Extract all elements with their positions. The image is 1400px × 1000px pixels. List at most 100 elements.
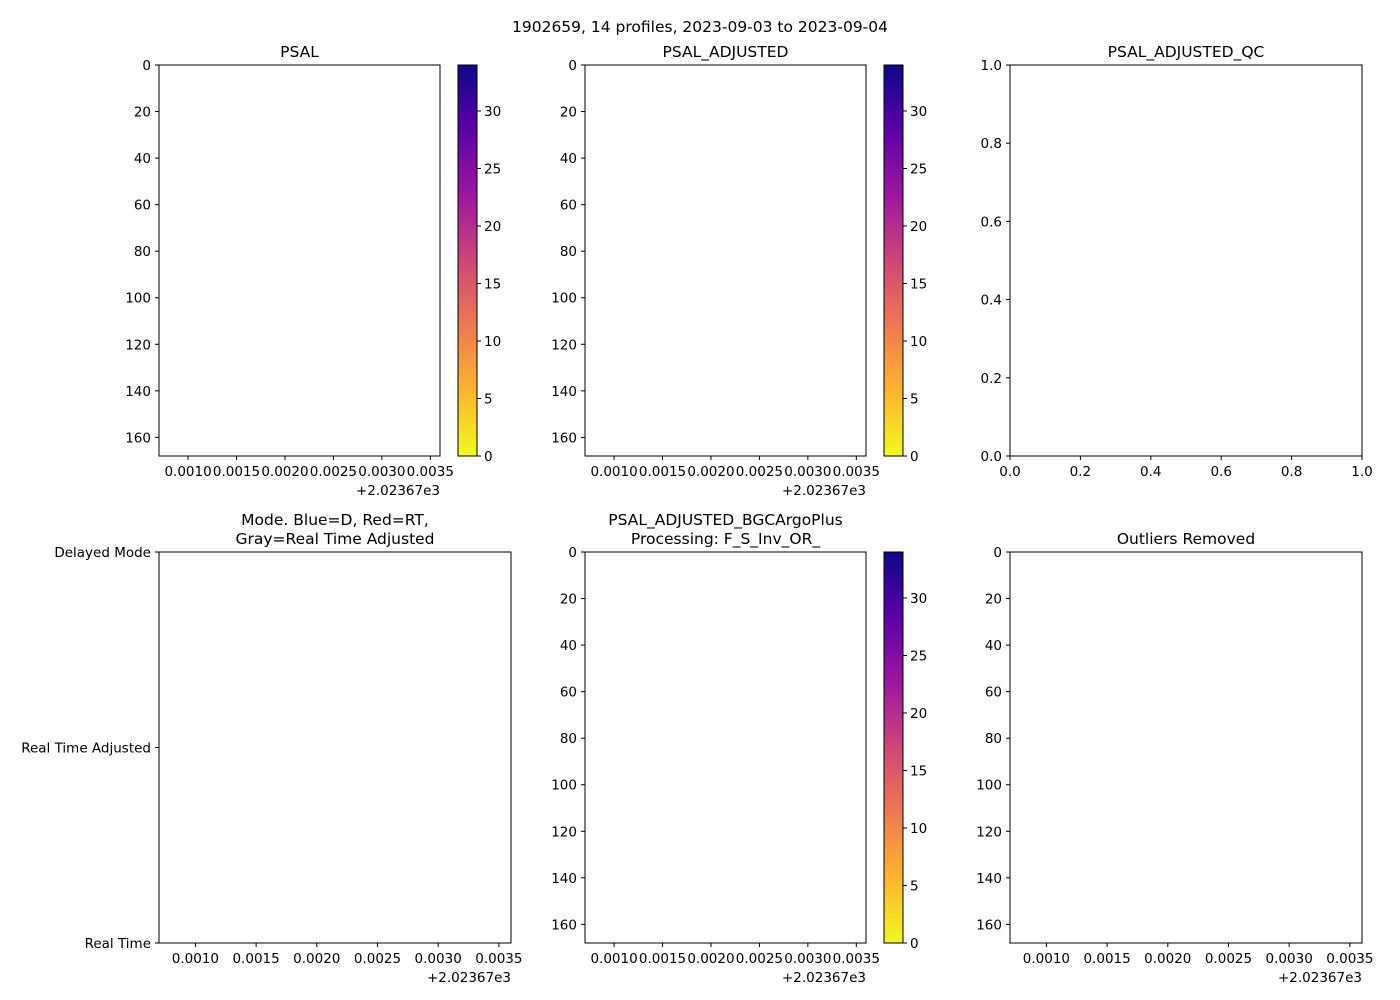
colorbar-tick-label: 25 (910, 162, 927, 178)
panel-mode: Mode. Blue=D, Red=RT,Gray=Real Time Adju… (21, 511, 522, 986)
colorbar-tick-label: 0 (910, 936, 919, 952)
colorbar-tick-label: 5 (484, 392, 493, 408)
panel-title: Outliers Removed (1117, 530, 1255, 548)
panel-title-line2: Gray=Real Time Adjusted (235, 530, 434, 548)
y-tick-label: 60 (134, 198, 151, 214)
x-tick-label: 0.0030 (784, 464, 831, 480)
y-tick-label: 140 (551, 384, 577, 400)
y-tick-label: 160 (551, 430, 577, 446)
x-tick-label: 0.0010 (1023, 951, 1070, 967)
axes-frame (1009, 64, 1363, 457)
axes-frame (158, 551, 512, 944)
x-tick-label: 0.0015 (639, 951, 686, 967)
x-tick-label: 1.0 (1351, 464, 1372, 480)
x-tick-label: 0.0025 (354, 951, 401, 967)
x-tick-label: 0.0025 (736, 951, 783, 967)
y-tick-label: 0.2 (981, 371, 1002, 387)
axes-frame (584, 551, 867, 944)
y-tick-label: 40 (560, 151, 577, 167)
y-tick-label: 0.4 (981, 293, 1002, 309)
x-tick-label: 0.0025 (310, 464, 357, 480)
y-tick-label: 0 (142, 58, 151, 74)
y-tick-label: 140 (976, 871, 1002, 887)
y-tick-label: 1.0 (981, 58, 1002, 74)
y-tick-label: 100 (551, 778, 577, 794)
y-tick-label: 20 (134, 105, 151, 121)
y-tick-label: 80 (985, 731, 1002, 747)
y-tick-label: 0.6 (981, 214, 1002, 230)
x-tick-label: 0.0015 (639, 464, 686, 480)
colorbar-tick-label: 15 (484, 277, 501, 293)
x-tick-label: 0.0030 (1266, 951, 1313, 967)
x-tick-label: 0.0030 (415, 951, 462, 967)
colorbar (883, 551, 904, 944)
x-tick-label: 0.0010 (590, 951, 637, 967)
y-tick-label: 20 (985, 592, 1002, 608)
x-offset-label: +2.02367e3 (427, 970, 511, 986)
colorbar-tick-label: 25 (910, 649, 927, 665)
x-tick-label: 0.0015 (232, 951, 279, 967)
x-tick-label: 0.0010 (590, 464, 637, 480)
panel-title: PSAL_ADJUSTED_BGCArgoPlus (608, 511, 842, 530)
x-tick-label: 0.0 (999, 464, 1020, 480)
x-tick-label: 0.0015 (213, 464, 260, 480)
y-tick-label: 80 (560, 731, 577, 747)
colorbar-tick-label: 5 (910, 879, 919, 895)
x-tick-label: 0.8 (1281, 464, 1302, 480)
x-offset-label: +2.02367e3 (356, 483, 440, 499)
x-tick-label: 0.0020 (261, 464, 308, 480)
y-tick-label: 140 (551, 871, 577, 887)
x-tick-label: 0.0025 (736, 464, 783, 480)
x-offset-label: +2.02367e3 (782, 483, 866, 499)
y-tick-label: 160 (551, 917, 577, 933)
axes-frame (584, 64, 867, 457)
panel-title: Mode. Blue=D, Red=RT, (241, 511, 429, 529)
y-tick-label: 40 (134, 151, 151, 167)
y-tick-label: 60 (560, 198, 577, 214)
y-tick-label: 0 (568, 58, 577, 74)
axes-frame (1009, 551, 1363, 944)
y-tick-label: 40 (985, 638, 1002, 654)
panel-title-line2: Processing: F_S_Inv_OR_ (631, 530, 820, 549)
x-tick-label: 0.0020 (1144, 951, 1191, 967)
y-tick-label: 100 (125, 291, 151, 307)
panel-title: PSAL_ADJUSTED_QC (1108, 43, 1265, 62)
y-tick-label: Real Time Adjusted (21, 741, 151, 757)
y-tick-label: 20 (560, 105, 577, 121)
x-tick-label: 0.0025 (1205, 951, 1252, 967)
y-tick-label: 120 (976, 824, 1002, 840)
x-offset-label: +2.02367e3 (782, 970, 866, 986)
colorbar-tick-label: 25 (484, 162, 501, 178)
y-tick-label: 100 (976, 778, 1002, 794)
x-tick-label: 0.0030 (358, 464, 405, 480)
axes-frame (158, 64, 441, 457)
y-tick-label: 80 (560, 244, 577, 260)
x-tick-label: 0.0020 (687, 951, 734, 967)
y-tick-label: Real Time (85, 936, 151, 952)
colorbar-tick-label: 10 (484, 334, 501, 350)
colorbar-tick-label: 30 (910, 591, 927, 607)
x-tick-label: 0.0035 (833, 464, 880, 480)
y-tick-label: 120 (551, 824, 577, 840)
x-tick-label: 0.0035 (1326, 951, 1373, 967)
colorbar-tick-label: 15 (910, 764, 927, 780)
x-tick-label: 0.0035 (407, 464, 454, 480)
x-tick-label: 0.0020 (687, 464, 734, 480)
y-tick-label: 80 (134, 244, 151, 260)
panel-outliers: Outliers Removed 0.0010 0.0015 0.0020 0.0025… (976, 530, 1373, 986)
figure-suptitle: 1902659, 14 profiles, 2023-09-03 to 2023… (512, 18, 888, 36)
x-tick-label: 0.0015 (1083, 951, 1130, 967)
colorbar (883, 64, 904, 457)
x-tick-label: 0.0030 (784, 951, 831, 967)
y-tick-label: 100 (551, 291, 577, 307)
y-tick-label: 0.0 (981, 449, 1002, 465)
y-tick-label: 60 (560, 685, 577, 701)
x-tick-label: 0.0035 (475, 951, 522, 967)
x-tick-label: 0.0010 (164, 464, 211, 480)
colorbar-tick-label: 5 (910, 392, 919, 408)
colorbar-tick-label: 0 (484, 449, 493, 465)
x-offset-label: +2.02367e3 (1278, 970, 1362, 986)
